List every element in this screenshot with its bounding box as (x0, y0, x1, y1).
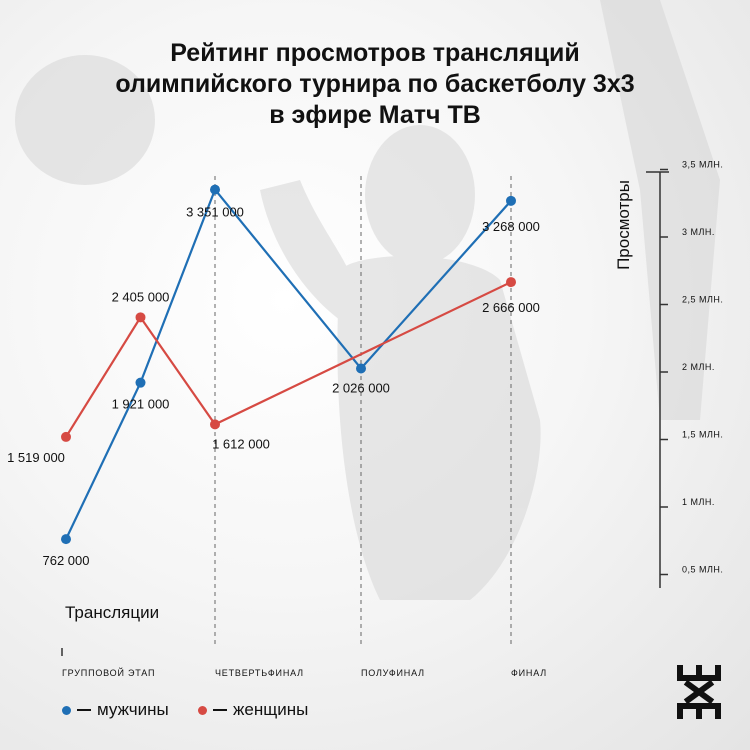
y-tick-label: 0,5 МЛН. (682, 565, 723, 575)
data-label-women: 1 519 000 (7, 450, 65, 465)
data-point-men (210, 184, 220, 195)
legend-men-label: мужчины (97, 700, 169, 719)
data-point-men (506, 195, 516, 206)
player-head-shape (365, 125, 475, 265)
y-tick-label: 1,5 МЛН. (682, 430, 723, 440)
data-label-women: 1 612 000 (212, 436, 270, 451)
legend-item-women: женщины (198, 700, 308, 720)
data-label-men: 2 026 000 (332, 380, 390, 395)
title-line-2: олимпийского турнира по баскетболу 3х3 (115, 70, 635, 98)
y-axis-title: Просмотры (614, 180, 633, 270)
basketball-shape (15, 55, 155, 185)
data-point-women (135, 312, 146, 323)
x-tick-label: ЧЕТВЕРТЬФИНАЛ (215, 668, 304, 678)
y-tick-label: 2,5 МЛН. (682, 295, 723, 305)
series-line-women (65, 281, 512, 438)
legend-women-dash (213, 709, 227, 711)
data-label-men: 3 351 000 (186, 205, 244, 220)
x-tick-label: ФИНАЛ (511, 668, 547, 678)
data-point-women (61, 431, 71, 442)
chart-title: Рейтинг просмотров трансляций олимпийско… (60, 38, 690, 131)
legend-women-label: женщины (233, 700, 309, 719)
y-tick-label: 2 МЛН. (682, 362, 715, 372)
data-point-men (61, 534, 71, 545)
y-tick-label: 3,5 МЛН. (682, 160, 723, 170)
series-line-men (65, 188, 512, 540)
data-point-men (356, 363, 366, 374)
x-tick-label: ПОЛУФИНАЛ (361, 668, 425, 678)
data-point-women (210, 419, 220, 430)
title-line-3: в эфире Матч ТВ (269, 101, 481, 129)
title-line-1: Рейтинг просмотров трансляций (170, 39, 580, 67)
data-label-men: 3 268 000 (482, 219, 540, 234)
data-label-women: 2 405 000 (112, 289, 170, 304)
x-tick-label: ГРУППОВОЙ ЭТАП (62, 667, 155, 678)
3x3-logo-icon (677, 665, 721, 719)
legend-women-marker (198, 705, 207, 715)
data-label-men: 1 921 000 (112, 397, 170, 412)
legend-men-marker (62, 705, 71, 715)
player-arm-shape (260, 180, 360, 320)
data-label-women: 2 666 000 (482, 300, 540, 315)
legend-men-dash (77, 709, 91, 711)
data-label-men: 762 000 (43, 553, 90, 568)
y-tick-label: 3 МЛН. (682, 227, 715, 237)
data-point-women (506, 277, 516, 288)
x-axis-title: Трансляции (65, 603, 160, 622)
data-point-men (135, 377, 146, 388)
legend-item-men: мужчины (62, 700, 169, 720)
y-tick-label: 1 МЛН. (682, 497, 715, 507)
